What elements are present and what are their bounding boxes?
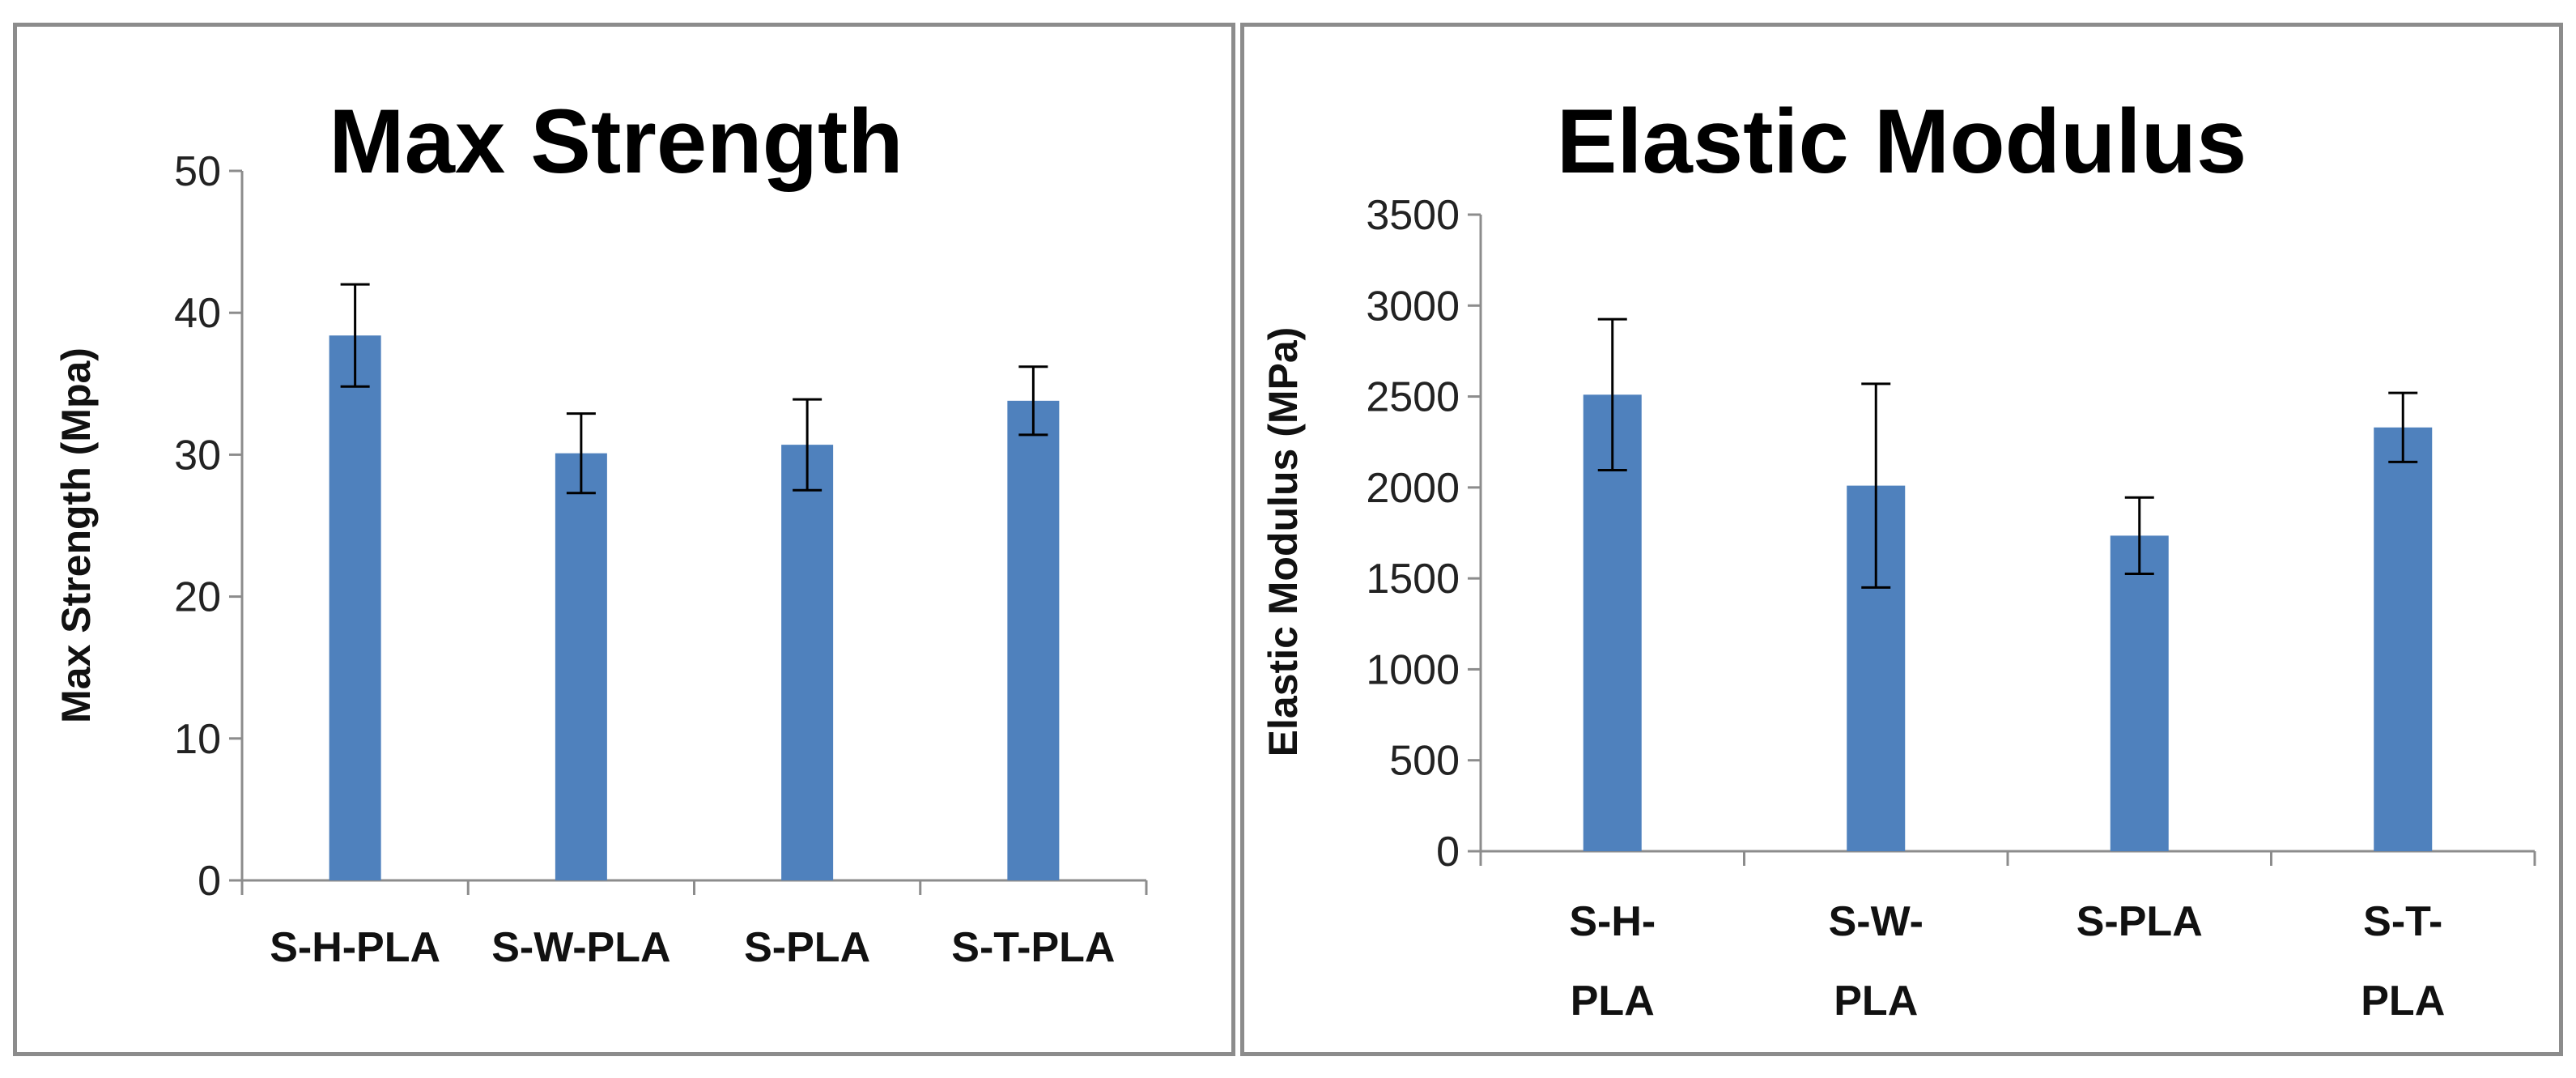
y-tick-label: 50	[174, 148, 221, 195]
x-tick-label: S-T-PLA	[951, 924, 1115, 971]
bar	[329, 335, 381, 880]
chart-title: Max Strength	[329, 91, 903, 192]
x-tick-label: S-W-	[1829, 898, 1923, 945]
y-tick-label: 500	[1389, 738, 1460, 785]
y-axis-label: Max Strength (Mpa)	[53, 347, 99, 723]
bar	[2374, 427, 2433, 851]
x-tick-label: S-W-PLA	[491, 924, 670, 971]
elastic-modulus-chart-panel: Elastic Modulus Elastic Modulus (MPa) 0 5…	[1240, 23, 2563, 1056]
bar	[2110, 535, 2169, 851]
y-tick-label: 2500	[1366, 374, 1460, 421]
y-tick-label: 3000	[1366, 283, 1460, 330]
y-tick-label: 2000	[1366, 465, 1460, 512]
y-axis-label: Elastic Modulus (MPa)	[1260, 327, 1306, 757]
y-tick-label: 0	[198, 858, 221, 905]
x-tick-label: S-PLA	[744, 924, 870, 971]
bar	[555, 453, 607, 880]
y-tick-label: 0	[1436, 829, 1460, 876]
y-tick-label: 30	[174, 432, 221, 479]
y-tick-label: 10	[174, 716, 221, 763]
x-tick-label: PLA	[2361, 978, 2445, 1025]
y-tick-label: 1000	[1366, 646, 1460, 693]
chart-title: Elastic Modulus	[1557, 91, 2247, 192]
bar	[1007, 400, 1060, 881]
x-tick-label: S-T-	[2363, 898, 2442, 945]
x-tick-label: S-H-PLA	[270, 924, 440, 971]
y-tick-label: 3500	[1366, 192, 1460, 239]
y-tick-label: 40	[174, 290, 221, 337]
bar	[781, 445, 834, 880]
max-strength-chart: Max Strength Max Strength (Mpa) 0 10 20 30 4…	[53, 91, 1148, 971]
x-tick-label: PLA	[1571, 978, 1655, 1025]
y-tick-label: 20	[174, 574, 221, 621]
x-tick-label: PLA	[1834, 978, 1918, 1025]
x-tick-label: S-PLA	[2077, 898, 2203, 945]
y-tick-label: 1500	[1366, 556, 1460, 603]
elastic-modulus-chart: Elastic Modulus Elastic Modulus (MPa) 0 5…	[1260, 91, 2536, 1025]
max-strength-chart-panel: Max Strength Max Strength (Mpa) 0 10 20 30 4…	[13, 23, 1235, 1056]
x-tick-label: S-H-	[1569, 898, 1656, 945]
